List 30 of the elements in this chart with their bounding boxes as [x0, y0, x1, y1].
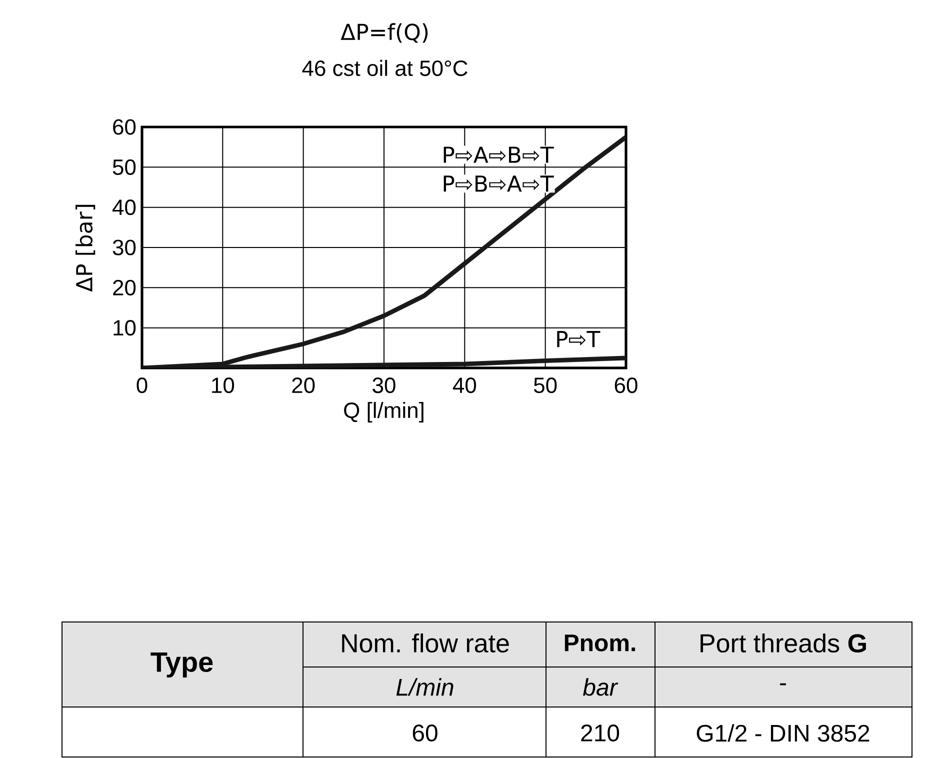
x-tick-label: 60: [614, 378, 638, 394]
text: G1/2 - DIN 3852: [696, 724, 870, 742]
text: -: [780, 683, 786, 686]
x-axis-title: Q [l/min]: [344, 402, 424, 422]
text: 210: [581, 724, 620, 742]
annotation: P⇨B⇨A⇨T: [444, 176, 554, 192]
text: Type: [150, 652, 213, 678]
x-tick-label: 30: [372, 378, 396, 394]
chart-title: ΔP=f(Q): [340, 23, 428, 43]
series-label: P⇨A⇨B⇨T: [444, 146, 554, 163]
y-axis-title: ΔP [bar]: [76, 204, 96, 292]
text: 60: [412, 724, 438, 742]
y-tick-label: 10: [114, 320, 136, 336]
text: Nom. flow rate: [342, 633, 509, 653]
x-tick-label: 50: [534, 378, 557, 394]
y-tick-label: 50: [112, 159, 136, 175]
text: bar: [583, 678, 618, 696]
y-tick-label: 40: [112, 200, 136, 216]
text: Port threads G: [700, 633, 866, 653]
x-tick-label: 20: [292, 378, 315, 394]
x-tick-label: 10: [212, 378, 234, 394]
y-tick-label: 60: [113, 119, 136, 135]
y-tick-label: 20: [113, 280, 136, 296]
series-label: P⇨T: [557, 331, 600, 348]
text: Pnom.: [564, 634, 636, 652]
text: L/min: [396, 678, 454, 696]
chart-subtitle: 46 cst oil at 50°C: [302, 60, 468, 76]
x-tick-label: 40: [452, 378, 476, 394]
x-tick-label: 0: [136, 378, 148, 394]
y-tick-label: 30: [112, 240, 136, 256]
